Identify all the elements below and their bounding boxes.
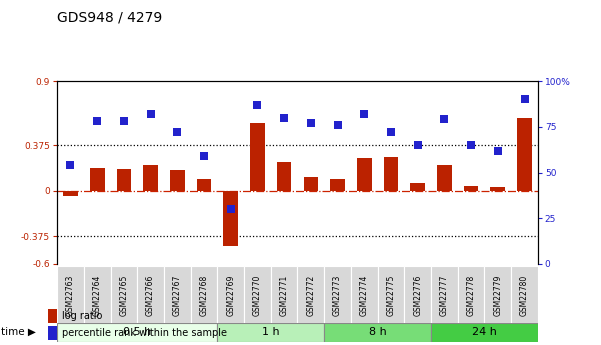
FancyBboxPatch shape — [57, 323, 218, 342]
Text: GSM22773: GSM22773 — [333, 275, 342, 316]
FancyBboxPatch shape — [137, 266, 164, 324]
FancyBboxPatch shape — [458, 266, 484, 324]
Bar — [383, 157, 398, 191]
FancyBboxPatch shape — [431, 323, 538, 342]
Bar — [464, 186, 478, 191]
Bar — [437, 165, 452, 191]
FancyBboxPatch shape — [404, 266, 431, 324]
FancyBboxPatch shape — [511, 266, 538, 324]
Text: 24 h: 24 h — [472, 327, 497, 337]
FancyBboxPatch shape — [324, 323, 431, 342]
Point — [119, 119, 129, 124]
Point — [520, 97, 529, 102]
FancyBboxPatch shape — [84, 266, 111, 324]
Point — [252, 102, 262, 108]
Text: GSM22771: GSM22771 — [279, 275, 288, 316]
Bar — [330, 179, 345, 191]
Point — [413, 142, 423, 148]
Bar — [304, 177, 318, 191]
Text: 8 h: 8 h — [369, 327, 386, 337]
Point — [279, 115, 289, 120]
Bar — [224, 191, 238, 246]
Point — [306, 120, 316, 126]
Bar — [170, 170, 185, 191]
Point — [172, 129, 182, 135]
Point — [439, 117, 449, 122]
Point — [146, 111, 156, 117]
Bar — [410, 184, 425, 191]
Text: GSM22779: GSM22779 — [493, 275, 502, 316]
Bar — [357, 158, 371, 191]
FancyBboxPatch shape — [377, 266, 404, 324]
Text: percentile rank within the sample: percentile rank within the sample — [62, 328, 227, 338]
Bar — [47, 326, 56, 340]
Bar — [90, 168, 105, 191]
Point — [199, 153, 209, 159]
Point — [93, 119, 102, 124]
FancyBboxPatch shape — [111, 266, 137, 324]
FancyBboxPatch shape — [244, 266, 271, 324]
Point — [359, 111, 369, 117]
Point — [333, 122, 343, 128]
Point — [386, 129, 396, 135]
Text: time ▶: time ▶ — [1, 327, 36, 337]
FancyBboxPatch shape — [218, 323, 324, 342]
Text: GSM22775: GSM22775 — [386, 275, 395, 316]
FancyBboxPatch shape — [351, 266, 377, 324]
FancyBboxPatch shape — [218, 266, 244, 324]
FancyBboxPatch shape — [484, 266, 511, 324]
Bar — [490, 187, 505, 191]
Text: GSM22770: GSM22770 — [253, 275, 262, 316]
Text: GSM22764: GSM22764 — [93, 275, 102, 316]
Text: GSM22774: GSM22774 — [360, 275, 369, 316]
Bar — [517, 118, 532, 191]
Point — [66, 162, 75, 168]
Text: log ratio: log ratio — [62, 311, 102, 321]
FancyBboxPatch shape — [271, 266, 297, 324]
FancyBboxPatch shape — [431, 266, 458, 324]
Text: GSM22766: GSM22766 — [146, 275, 155, 316]
Bar — [47, 309, 56, 323]
Text: GSM22780: GSM22780 — [520, 275, 529, 316]
Point — [466, 142, 476, 148]
FancyBboxPatch shape — [57, 266, 84, 324]
Text: GSM22767: GSM22767 — [173, 275, 182, 316]
Text: GSM22765: GSM22765 — [120, 275, 129, 316]
FancyBboxPatch shape — [191, 266, 218, 324]
Bar — [250, 122, 265, 191]
Bar — [143, 165, 158, 191]
Text: GSM22778: GSM22778 — [466, 275, 475, 316]
Text: 0.5 h: 0.5 h — [123, 327, 151, 337]
Text: GSM22777: GSM22777 — [440, 275, 449, 316]
Text: GSM22768: GSM22768 — [200, 275, 209, 316]
Bar — [63, 191, 78, 196]
Text: GSM22769: GSM22769 — [226, 275, 235, 316]
Text: GDS948 / 4279: GDS948 / 4279 — [57, 10, 162, 24]
Bar — [117, 169, 131, 191]
Bar — [277, 161, 291, 191]
Text: GSM22772: GSM22772 — [307, 275, 316, 316]
Text: GSM22763: GSM22763 — [66, 275, 75, 316]
Text: GSM22776: GSM22776 — [413, 275, 422, 316]
Text: 1 h: 1 h — [262, 327, 279, 337]
Bar — [197, 179, 212, 191]
FancyBboxPatch shape — [164, 266, 191, 324]
FancyBboxPatch shape — [324, 266, 351, 324]
FancyBboxPatch shape — [297, 266, 324, 324]
Point — [226, 206, 236, 212]
Point — [493, 148, 502, 153]
